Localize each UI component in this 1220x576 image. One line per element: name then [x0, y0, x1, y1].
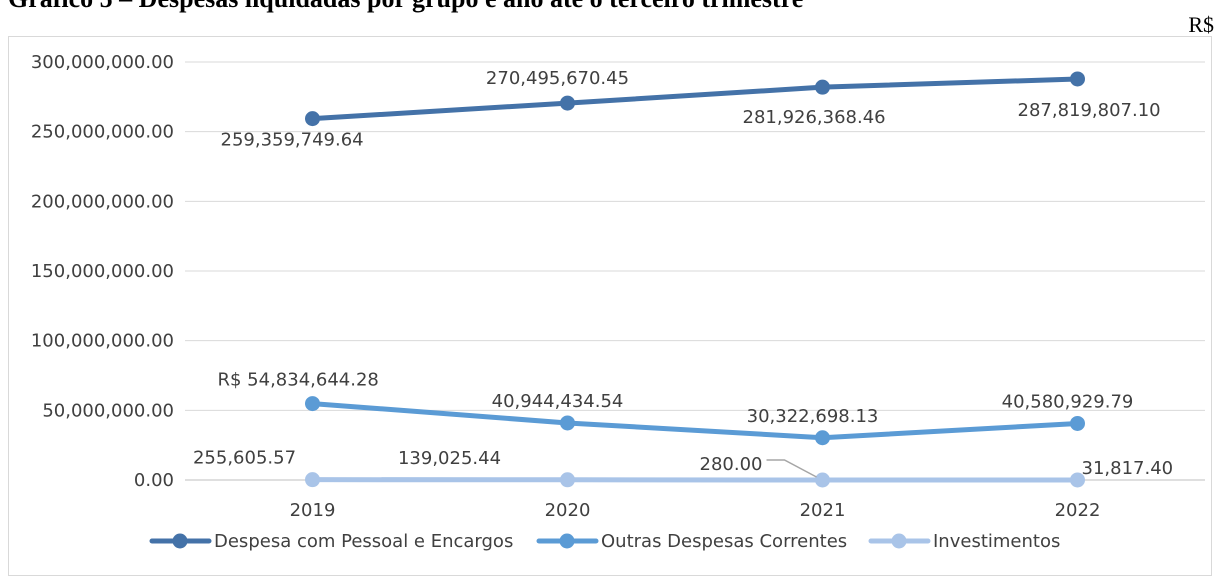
x-tick-label: 2020 [545, 500, 591, 521]
legend-swatch-marker [892, 534, 907, 549]
x-tick-label: 2021 [800, 500, 846, 521]
data-label: R$ 54,834,644.28 [218, 370, 379, 391]
leader-line [767, 460, 817, 477]
y-tick-label: 50,000,000.00 [42, 400, 174, 421]
data-point [560, 96, 575, 111]
data-label: 40,580,929.79 [1002, 391, 1134, 412]
x-tick-label: 2019 [290, 500, 336, 521]
y-tick-label: 300,000,000.00 [31, 52, 174, 73]
y-tick-label: 250,000,000.00 [31, 122, 174, 143]
data-label: 30,322,698.13 [747, 406, 879, 427]
data-point [305, 111, 320, 126]
data-label: 287,819,807.10 [1018, 100, 1161, 121]
data-point [1070, 416, 1085, 431]
y-tick-label: 200,000,000.00 [31, 191, 174, 212]
data-label: 281,926,368.46 [743, 107, 886, 128]
legend-entry: Outras Despesas Correntes [601, 531, 847, 552]
data-label: 255,605.57 [193, 448, 296, 469]
data-label: 280.00 [700, 454, 763, 475]
data-label: 139,025.44 [398, 448, 501, 469]
data-label: 270,495,670.45 [486, 68, 629, 89]
data-point [560, 415, 575, 430]
data-point [815, 472, 830, 487]
data-point [815, 430, 830, 445]
y-tick-label: 100,000,000.00 [31, 331, 174, 352]
data-label: 259,359,749.64 [221, 130, 364, 151]
series-line [313, 404, 1078, 438]
data-point [560, 472, 575, 487]
data-point [305, 472, 320, 487]
legend-entry: Despesa com Pessoal e Encargos [214, 531, 513, 552]
y-tick-label: 0.00 [134, 470, 174, 491]
data-point [1070, 71, 1085, 86]
data-point [815, 80, 830, 95]
data-point [305, 396, 320, 411]
x-tick-label: 2022 [1055, 500, 1101, 521]
y-tick-label: 150,000,000.00 [31, 261, 174, 282]
legend-entry: Investimentos [933, 531, 1060, 552]
data-label: 31,817.40 [1082, 458, 1174, 479]
legend-swatch-marker [173, 534, 188, 549]
series-line [313, 79, 1078, 119]
data-label: 40,944,434.54 [492, 391, 624, 412]
legend-swatch-marker [560, 534, 575, 549]
